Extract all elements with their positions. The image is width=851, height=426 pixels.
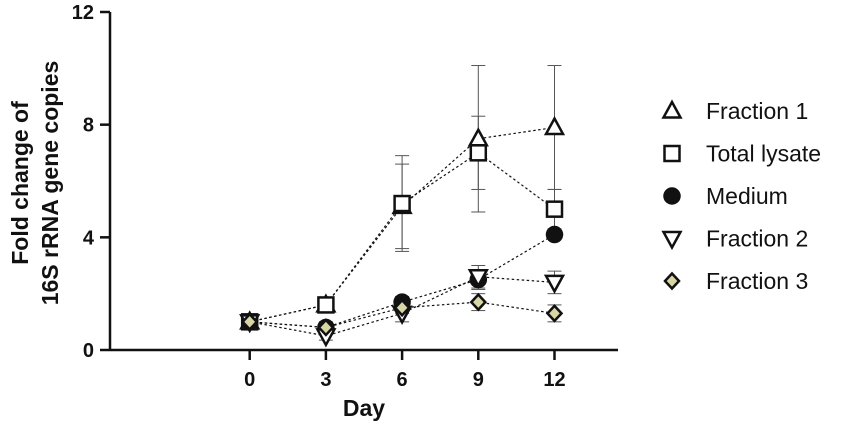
series-line (249, 152, 555, 323)
y-tick-label: 8 (83, 115, 94, 137)
data-point (393, 298, 411, 318)
legend-label: Fraction 2 (706, 226, 808, 252)
y-tick-label: 12 (72, 2, 94, 24)
data-point (393, 194, 411, 213)
x-tick-label: 3 (320, 369, 331, 391)
data-point (543, 274, 566, 294)
error-bars (318, 65, 562, 341)
legend-marker (661, 99, 683, 119)
legend-label: Medium (706, 183, 788, 209)
legend-marker (663, 187, 681, 205)
legend-label: Total lysate (706, 141, 821, 167)
y-tick-label: 4 (83, 227, 95, 249)
data-point (467, 269, 489, 289)
data-point (545, 225, 564, 244)
data-point (317, 318, 335, 337)
data-point (543, 115, 566, 136)
x-axis-title: Day (343, 395, 385, 421)
ticks: 0 4 8 12 0 3 6 9 12 (72, 2, 566, 391)
legend: Fraction 1 Total lysate Medium Fraction 2 Fr… (661, 98, 821, 294)
legend-marker (663, 144, 681, 163)
x-tick-label: 0 (244, 369, 255, 391)
series-markers (239, 115, 566, 348)
x-tick-label: 9 (473, 369, 484, 391)
data-point (469, 144, 488, 162)
data-point (469, 292, 488, 312)
x-tick-label: 12 (543, 369, 565, 391)
x-tick-label: 6 (397, 369, 408, 391)
axes (108, 12, 618, 352)
y-axis-title-line1: Fold change of (7, 101, 33, 265)
data-point (240, 312, 259, 332)
legend-marker (661, 230, 683, 251)
legend-marker (663, 271, 681, 291)
data-point (317, 296, 335, 314)
data-point (545, 304, 564, 323)
legend-label: Fraction 1 (706, 98, 808, 124)
y-axis-title-line2: 16S rRNA gene copies (37, 61, 63, 306)
y-axis-title: Fold change of 16S rRNA gene copies (7, 61, 63, 306)
legend-label: Fraction 3 (706, 268, 808, 294)
y-tick-label: 0 (83, 340, 94, 362)
data-point (545, 200, 564, 218)
